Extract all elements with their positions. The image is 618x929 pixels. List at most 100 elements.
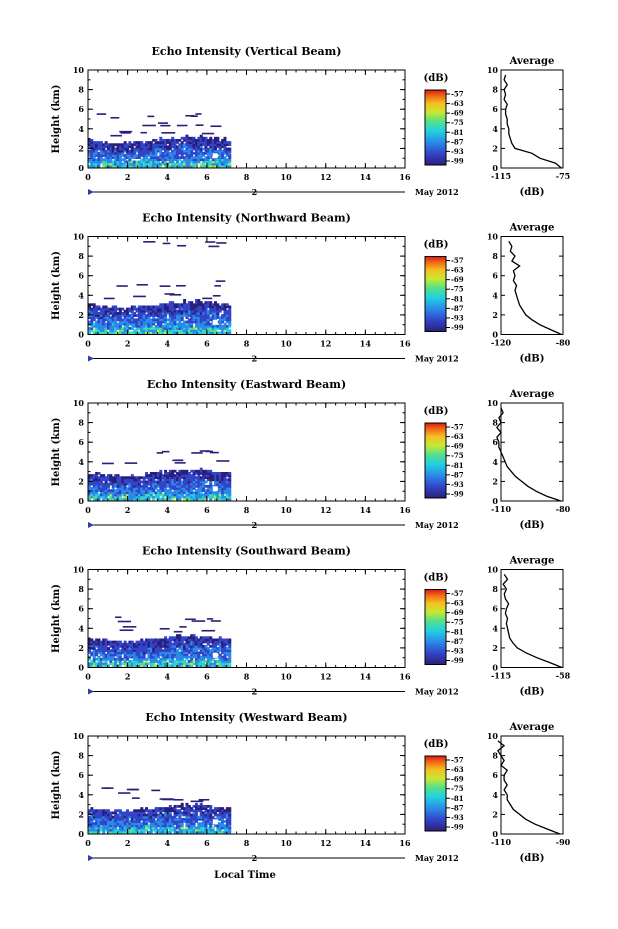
heatmap-cell (114, 320, 118, 324)
y-tick-label: 0 (78, 496, 84, 506)
heatmap-cell (99, 309, 103, 313)
heatmap-cell (190, 655, 194, 659)
heatmap-cell (199, 309, 203, 313)
heatmap-cell (99, 311, 103, 315)
heatmap-cell (102, 826, 106, 830)
heatmap-cell (145, 307, 149, 311)
heatmap-cell (204, 484, 208, 488)
heatmap-cell (104, 487, 108, 490)
heatmap-cell (180, 811, 184, 815)
heatmap-cell (216, 497, 220, 501)
heatmap-cell (223, 478, 227, 482)
heatmap-cell (190, 657, 194, 661)
heatmap-cell (88, 662, 91, 665)
heatmap-cell (123, 489, 127, 492)
heatmap-cell (183, 664, 187, 668)
heatmap-cell (168, 811, 172, 815)
heatmap-cell (223, 329, 227, 332)
heatmap-cell (109, 474, 113, 477)
heatmap-cell (218, 826, 222, 830)
heatmap-cell (223, 815, 227, 819)
heatmap-cell (135, 329, 139, 332)
heatmap-cell (118, 156, 122, 159)
heatmap-cell (190, 303, 194, 307)
heatmap-cell (194, 329, 198, 332)
heatmap-cell (114, 476, 118, 480)
heatmap-cell (221, 489, 225, 492)
heatmap-cell (149, 143, 153, 147)
heatmap-cell (140, 314, 144, 317)
heatmap-cell (135, 320, 139, 324)
heatmap-cell (133, 141, 137, 144)
heatmap-cell (107, 817, 110, 821)
heatmap-cell (187, 482, 191, 486)
heatmap-cell (225, 828, 229, 832)
heatmap-cell (209, 160, 213, 164)
heatmap-cell (130, 156, 134, 159)
heatmap-cell (156, 143, 160, 147)
echo-fragment (122, 626, 137, 628)
heatmap-cell (199, 307, 203, 311)
echo-fragment (185, 114, 195, 117)
heatmap-cell (159, 151, 163, 155)
heatmap-cell (140, 807, 144, 810)
avg-x-tick-label: -110 (491, 837, 511, 847)
heatmap-cell (152, 644, 156, 648)
heatmap-cell (128, 158, 132, 162)
colorbar-tick-label: -57 (451, 756, 464, 765)
heatmap-cell (175, 640, 179, 644)
heatmap-cell (166, 331, 170, 335)
heatmap-cell (199, 802, 203, 806)
heatmap-cell (192, 804, 196, 808)
heatmap-cell (97, 482, 101, 486)
heatmap-cell (211, 662, 215, 665)
heatmap-cell (168, 478, 172, 482)
heatmap-cell (121, 487, 125, 490)
heatmap-cell (133, 149, 137, 153)
x-tick-label: 6 (204, 505, 210, 515)
heatmap-cell (109, 149, 113, 153)
heatmap-cell (175, 662, 179, 665)
heatmap-cell (197, 491, 201, 495)
y-tick-label: 8 (78, 584, 84, 594)
heatmap-cell (156, 817, 160, 821)
heatmap-cell (116, 824, 120, 828)
heatmap-cell (175, 649, 179, 653)
heatmap-cell (164, 491, 168, 495)
heatmap-cell (183, 151, 187, 155)
heatmap-cell (225, 329, 229, 332)
heatmap-cell (92, 309, 96, 313)
heatmap-cell (178, 305, 182, 309)
heatmap-cell (173, 309, 177, 313)
heatmap-cell (128, 476, 132, 480)
heatmap-cell (149, 145, 153, 149)
heatmap-cell (149, 158, 153, 162)
heatmap-cell (209, 804, 213, 808)
heatmap-cell (183, 322, 187, 326)
heatmap-cell (209, 636, 213, 640)
heatmap-cell (156, 309, 160, 313)
heatmap-cell (161, 487, 165, 490)
heatmap-cell (192, 164, 196, 168)
heatmap-cell (194, 476, 198, 480)
heatmap-cell (99, 320, 103, 324)
heatmap-cell (164, 314, 168, 317)
heatmap-cell (166, 151, 170, 155)
heatmap-cell (175, 826, 179, 830)
heatmap-cell (145, 815, 149, 819)
heatmap-cell (102, 487, 106, 490)
heatmap-cell (107, 476, 110, 480)
heatmap-cell (190, 311, 194, 315)
heatmap-cell (204, 327, 208, 330)
heatmap-cell (206, 651, 210, 655)
heatmap-cell (168, 156, 172, 159)
date-line-arrow (88, 688, 94, 695)
heatmap-cell (168, 147, 172, 151)
heatmap-cell (102, 162, 106, 166)
heatmap-cell (173, 474, 177, 477)
heatmap-cell (154, 151, 158, 155)
heatmap-cell (171, 303, 175, 307)
heatmap-cell (218, 649, 222, 653)
heatmap-cell (99, 824, 103, 828)
heatmap-cell (92, 482, 96, 486)
